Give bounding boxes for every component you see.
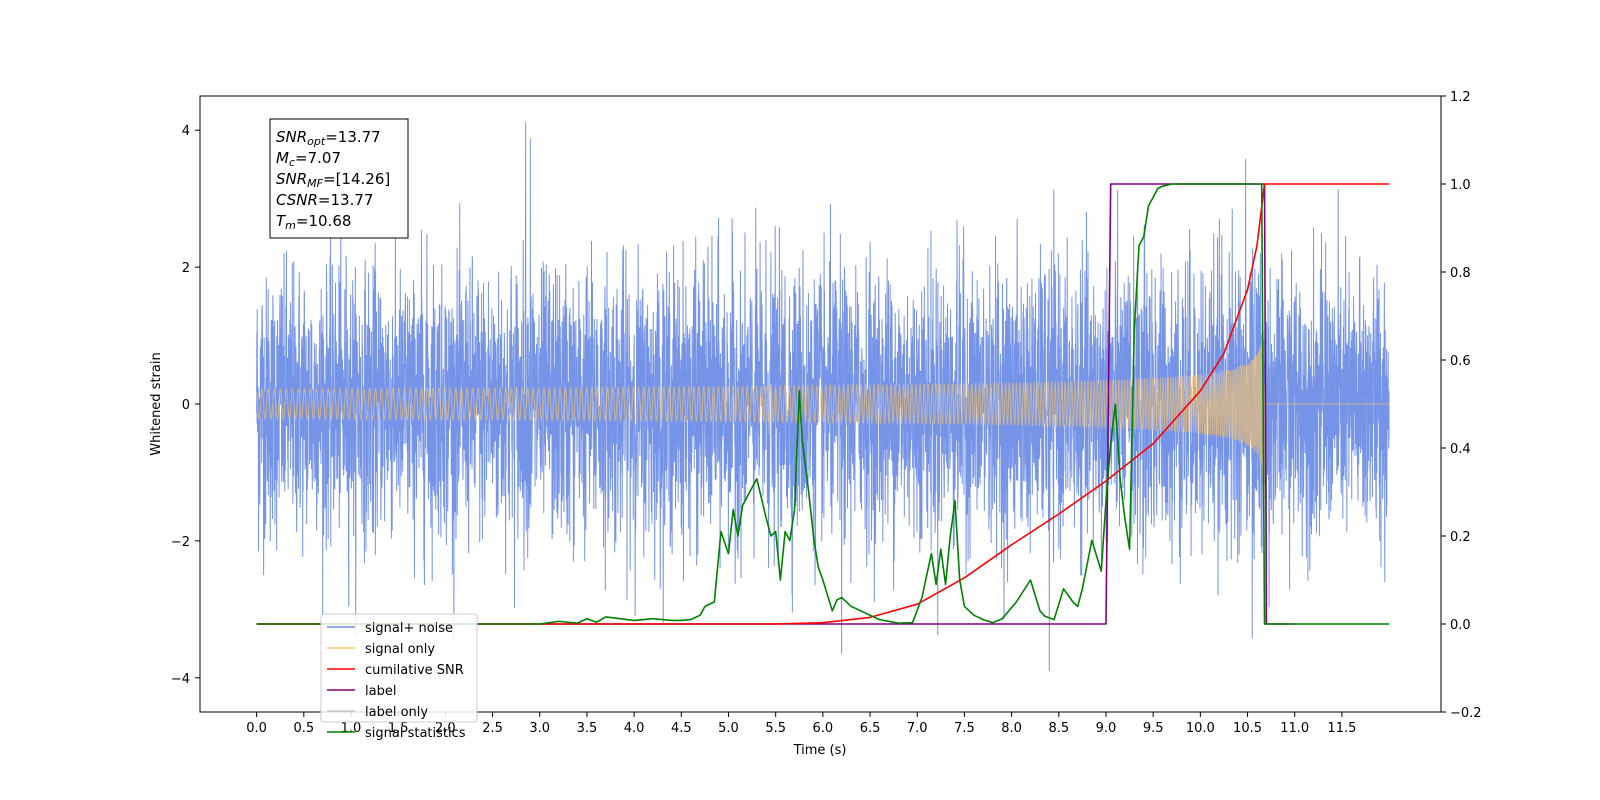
x-tick-label: 10.5 (1233, 721, 1262, 736)
x-tick-label: 6.0 (813, 721, 834, 736)
x-tick-label: 4.0 (624, 721, 645, 736)
y2-tick-label: 0.0 (1450, 618, 1471, 633)
x-tick-label: 0.5 (293, 721, 314, 736)
legend-label: signal statistics (365, 726, 466, 741)
annotation-box: SNRopt=13.77Mc=7.07SNRMF=[14.26]CSNR=13.… (269, 118, 409, 239)
x-tick-label: 7.0 (907, 721, 928, 736)
legend-label: label only (365, 705, 428, 720)
signal-only-series (256, 331, 1390, 500)
right-axis-series (256, 183, 1390, 625)
y2-tick-label: 0.6 (1450, 354, 1471, 369)
annotation-line: CSNR=13.77 (276, 191, 373, 209)
x-tick-label: 3.0 (529, 721, 550, 736)
x-tick-label: 3.5 (577, 721, 598, 736)
annotation-line: Tm=10.68 (276, 212, 351, 232)
legend-label: cumilative SNR (365, 663, 464, 678)
x-tick-label: 0.0 (246, 721, 267, 736)
y2-tick-label: 0.4 (1450, 442, 1471, 457)
x-axis-label: Time (s) (793, 743, 847, 758)
x-tick-label: 5.0 (718, 721, 739, 736)
y-tick-label: −4 (171, 672, 190, 687)
y-tick-label: −2 (171, 535, 190, 550)
x-tick-label: 2.0 (435, 721, 456, 736)
y-axis-right: −0.2 0.0 0.2 0.4 0.6 0.8 1.0 1.2 (1441, 90, 1482, 721)
annotation-line: SNRopt=13.77 (276, 128, 381, 148)
legend-label: label (365, 684, 396, 699)
y2-tick-label: 0.8 (1450, 266, 1471, 281)
legend-label: signal+ noise (365, 621, 453, 636)
y-axis-left: −4 −2 0 2 4 (171, 124, 200, 687)
y2-tick-label: 1.0 (1450, 178, 1471, 193)
y2-tick-label: −0.2 (1450, 706, 1482, 721)
y-tick-label: 2 (182, 261, 190, 276)
x-tick-label: 1.0 (341, 721, 362, 736)
y2-tick-label: 1.2 (1450, 90, 1471, 105)
x-tick-label: 2.5 (482, 721, 503, 736)
signal-statistics-line (256, 183, 1390, 625)
signal-only-line (256, 331, 1390, 500)
x-tick-label: 11.5 (1327, 721, 1356, 736)
annotation-line: Mc=7.07 (276, 149, 341, 169)
x-tick-label: 8.0 (1001, 721, 1022, 736)
x-tick-label: 8.5 (1048, 721, 1069, 736)
x-tick-label: 4.5 (671, 721, 692, 736)
y-axis-label: Whitened strain (149, 352, 164, 455)
x-tick-label: 6.5 (860, 721, 881, 736)
x-tick-label: 9.0 (1096, 721, 1117, 736)
cumilative-snr-line (256, 183, 1390, 625)
x-tick-label: 9.5 (1143, 721, 1164, 736)
x-tick-label: 10.0 (1186, 721, 1215, 736)
y2-tick-label: 0.2 (1450, 530, 1471, 545)
y-tick-label: 0 (182, 398, 190, 413)
annotation-line: SNRMF=[14.26] (276, 170, 390, 190)
x-tick-label: 7.5 (954, 721, 975, 736)
x-tick-label: 1.5 (388, 721, 409, 736)
legend: signal+ noise signal only cumilative SNR la… (320, 613, 478, 741)
x-tick-label: 5.5 (765, 721, 786, 736)
legend-label: signal only (365, 642, 435, 657)
x-tick-label: 11.0 (1280, 721, 1309, 736)
y-tick-label: 4 (182, 124, 190, 139)
